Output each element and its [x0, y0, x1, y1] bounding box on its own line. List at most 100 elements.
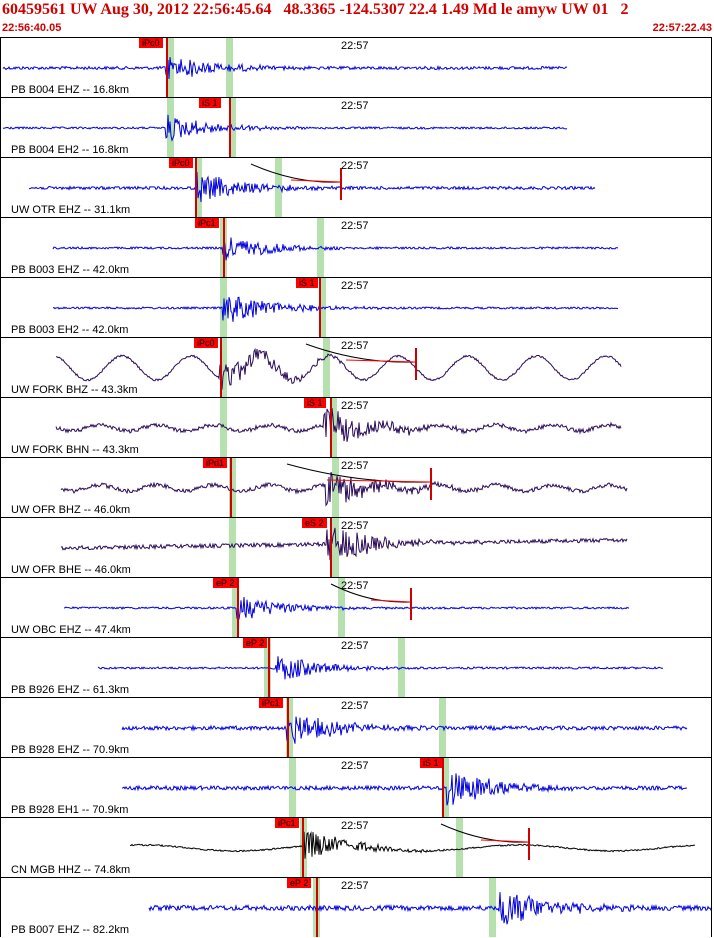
pick-flag[interactable]: eP 2: [213, 578, 238, 588]
trace-panel: iPc1 22:57 CN MGB HHZ -- 74.8km: [0, 817, 712, 877]
trace-panel: iPc1 22:57 PB B003 EHZ -- 42.0km: [0, 217, 712, 277]
waveform-line: [52, 237, 619, 261]
station-label: PB B004 EH2 -- 16.8km: [11, 144, 129, 156]
end-time: 22:57:22.43: [652, 22, 712, 34]
waveform-line: [56, 347, 622, 390]
time-tick-label: 22:57: [341, 460, 369, 472]
waveform: [56, 343, 622, 390]
pick-flag[interactable]: eP 2: [243, 638, 268, 648]
pick-flag[interactable]: iS 1: [296, 278, 318, 288]
trace-panel: iPc0 22:57 UW OTR EHZ -- 31.1km: [0, 157, 712, 217]
pick-line[interactable]: [287, 698, 289, 757]
station-label: UW OFR BHE -- 46.0km: [11, 564, 131, 576]
pick-line[interactable]: [330, 398, 332, 457]
trace-panel: iPd1 22:57 UW OFR BHZ -- 46.0km: [0, 457, 712, 517]
pick-window-band: [229, 458, 236, 517]
coda-curve: [250, 163, 342, 183]
pick-window-band: [286, 698, 293, 757]
pick-flag[interactable]: iPd1: [203, 458, 228, 468]
station-label: PB B928 EH1 -- 70.9km: [11, 804, 129, 816]
waveform-line: [129, 831, 696, 859]
pick-window-band: [220, 338, 227, 397]
waveform: [121, 712, 688, 744]
station-label: CN MGB HHZ -- 74.8km: [11, 864, 131, 876]
event-header: 60459561 UW Aug 30, 2012 22:56:45.64 48.…: [0, 0, 714, 38]
pick-line[interactable]: [229, 98, 231, 157]
waveform: [60, 463, 628, 507]
trace-panel: iS 1 22:57 PB B004 EH2 -- 16.8km: [0, 97, 712, 157]
waveform: [97, 656, 664, 680]
pick-line[interactable]: [223, 218, 225, 277]
pick-window-band: [332, 518, 339, 577]
pick-flag[interactable]: iPc0: [194, 338, 218, 348]
coda-curve: [330, 583, 412, 603]
station-label: UW FORK BHN -- 43.3km: [11, 444, 139, 456]
pick-flag[interactable]: iS 1: [199, 98, 221, 108]
pick-window-band: [332, 458, 339, 517]
station-label: PB B926 EHZ -- 61.3km: [11, 684, 129, 696]
waveform-line: [29, 172, 596, 202]
pick-flag[interactable]: iPc1: [195, 218, 219, 228]
waveform-line: [60, 527, 628, 561]
coda-fit-line: [345, 359, 417, 363]
pick-flag[interactable]: iPc1: [275, 818, 299, 828]
waveform: [29, 163, 596, 202]
time-tick-label: 22:57: [341, 160, 369, 172]
waveform-line: [2, 57, 568, 80]
pick-line[interactable]: [230, 458, 232, 517]
waveform: [60, 527, 628, 561]
waveform-line: [63, 596, 630, 621]
waveform: [63, 583, 630, 621]
waveform-line: [97, 656, 664, 680]
pick-window-band: [167, 38, 174, 97]
time-tick-label: 22:57: [341, 700, 369, 712]
pick-line[interactable]: [330, 518, 332, 577]
trace-panel: eP 2 22:57 PB B007 EHZ -- 82.2km: [0, 877, 712, 937]
pick-line[interactable]: [319, 278, 321, 337]
pick-line[interactable]: [195, 158, 197, 217]
pick-window-band: [195, 158, 202, 217]
seismogram-traces: iPc0 22:57 PB B004 EHZ -- 16.8km iS 1 22:57 P…: [0, 37, 714, 938]
time-tick-label: 22:57: [341, 100, 369, 112]
start-time: 22:56:40.05: [2, 22, 62, 34]
pick-window-band: [317, 218, 324, 277]
coda-fit-line: [290, 179, 342, 183]
pick-window-band: [232, 578, 239, 637]
station-label: PB B004 EHZ -- 16.8km: [11, 84, 129, 96]
pick-line[interactable]: [220, 338, 222, 397]
time-tick-label: 22:57: [341, 640, 369, 652]
time-tick-label: 22:57: [341, 760, 369, 772]
waveform: [148, 892, 711, 925]
pick-line[interactable]: [442, 758, 444, 817]
station-label: PB B003 EHZ -- 42.0km: [11, 264, 129, 276]
time-tick-label: 22:57: [341, 520, 369, 532]
pick-flag[interactable]: iS 1: [304, 398, 326, 408]
coda-curve: [440, 823, 530, 843]
station-label: PB B003 EH2 -- 42.0km: [11, 324, 129, 336]
waveform: [129, 823, 696, 860]
pick-line[interactable]: [268, 638, 270, 697]
trace-panel: eS 2 22:57 UW OFR BHE -- 46.0km: [0, 517, 712, 577]
waveform: [121, 773, 688, 806]
pick-flag[interactable]: iPc0: [169, 158, 193, 168]
waveform-line: [121, 773, 688, 806]
pick-line[interactable]: [237, 578, 239, 637]
trace-panel: eP 2 22:57 PB B926 EHZ -- 61.3km: [0, 637, 712, 697]
pick-window-band: [229, 98, 236, 157]
waveform-line: [60, 472, 628, 507]
pick-line[interactable]: [316, 878, 318, 937]
pick-line[interactable]: [166, 38, 168, 97]
station-label: UW OTR EHZ -- 31.1km: [11, 204, 131, 216]
pick-flag[interactable]: eS 2: [302, 518, 327, 528]
pick-window-band: [456, 818, 463, 877]
pick-flag[interactable]: iS 1: [420, 758, 442, 768]
pick-flag[interactable]: iPc0: [139, 38, 163, 48]
pick-flag[interactable]: iPc1: [259, 698, 283, 708]
station-label: PB B928 EHZ -- 70.9km: [11, 744, 129, 756]
pick-line[interactable]: [302, 818, 304, 877]
pick-flag[interactable]: eP 2: [287, 878, 312, 888]
coda-fit-line: [370, 599, 412, 603]
pick-window-band: [439, 698, 446, 757]
time-tick-label: 22:57: [341, 340, 369, 352]
trace-panel: iPc0 22:57 PB B004 EHZ -- 16.8km: [0, 37, 712, 97]
